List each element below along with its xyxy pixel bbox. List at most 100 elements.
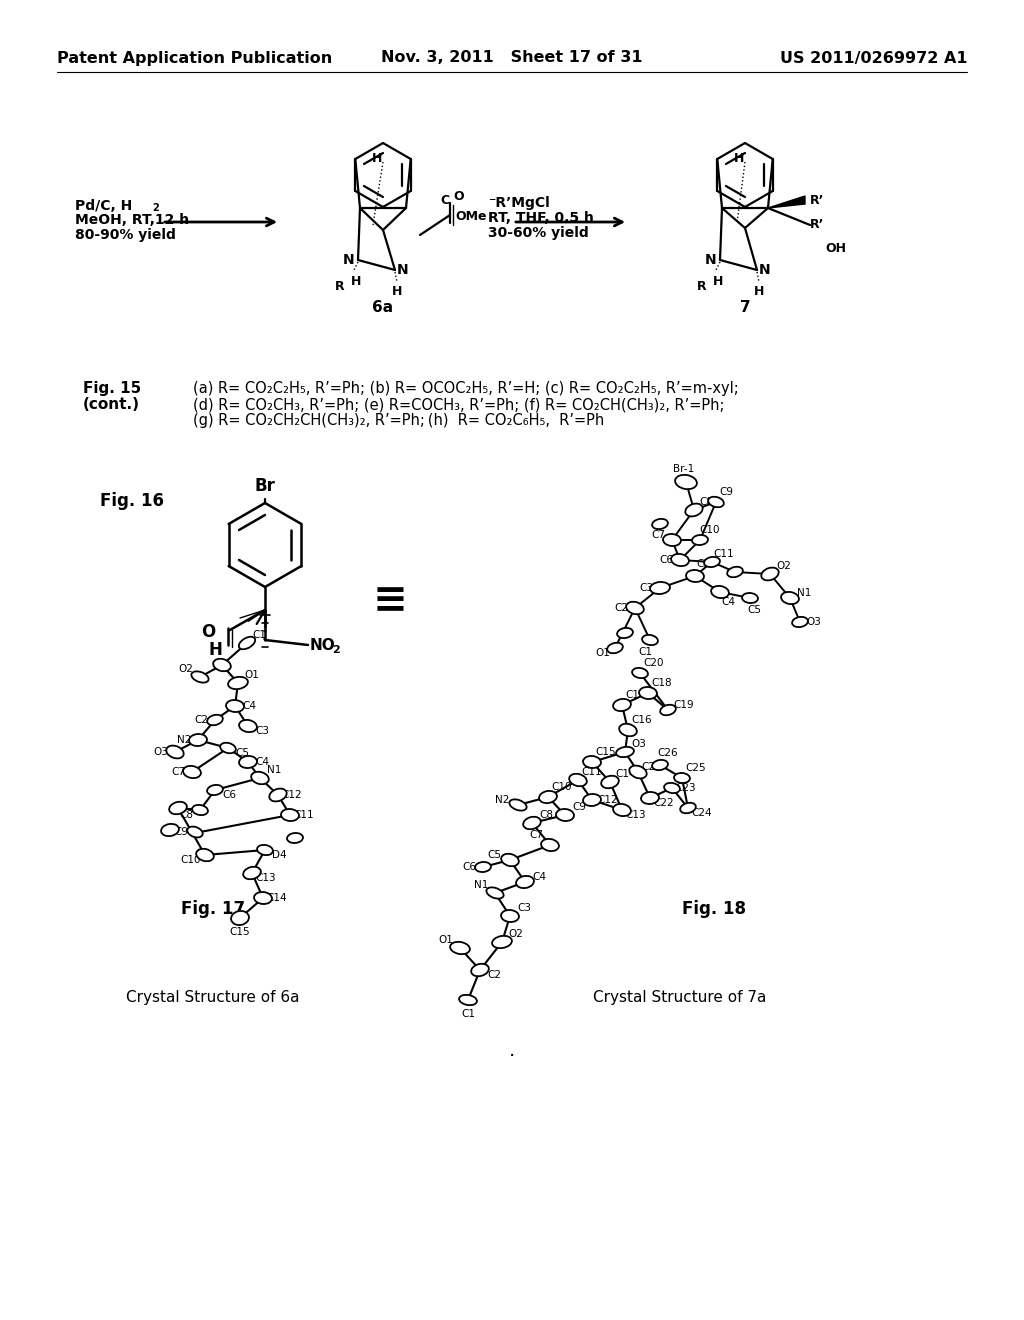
Ellipse shape [161, 824, 179, 836]
Ellipse shape [523, 817, 541, 829]
Text: N2: N2 [495, 795, 509, 805]
Text: (d) R= CO₂CH₃, R’=Ph; (e) R=COCH₃, R’=Ph; (f) R= CO₂CH(CH₃)₂, R’=Ph;: (d) R= CO₂CH₃, R’=Ph; (e) R=COCH₃, R’=Ph… [193, 397, 725, 412]
Ellipse shape [711, 586, 729, 598]
Text: O: O [453, 190, 464, 203]
Text: N1: N1 [797, 587, 811, 598]
Text: C4: C4 [242, 701, 256, 711]
Text: C21: C21 [642, 762, 663, 772]
Text: H: H [351, 275, 361, 288]
Text: C7: C7 [651, 531, 665, 540]
Text: C19: C19 [674, 700, 694, 710]
Text: 2: 2 [152, 203, 159, 213]
Text: Nov. 3, 2011   Sheet 17 of 31: Nov. 3, 2011 Sheet 17 of 31 [381, 50, 643, 66]
Ellipse shape [632, 668, 648, 678]
Ellipse shape [665, 783, 680, 793]
Text: D4: D4 [271, 850, 287, 861]
Ellipse shape [630, 766, 647, 779]
Ellipse shape [166, 746, 183, 759]
Text: 30-60% yield: 30-60% yield [488, 226, 589, 240]
Text: N1: N1 [267, 766, 282, 775]
Text: H: H [392, 285, 402, 298]
Ellipse shape [475, 862, 490, 873]
Ellipse shape [451, 942, 470, 954]
Ellipse shape [239, 636, 255, 649]
Text: C6: C6 [462, 862, 476, 873]
Text: OMe: OMe [455, 210, 486, 223]
Ellipse shape [193, 805, 208, 816]
Ellipse shape [213, 659, 230, 672]
Text: C5: C5 [696, 558, 710, 569]
Text: H: H [734, 152, 744, 165]
Text: C2: C2 [487, 970, 501, 979]
Ellipse shape [663, 535, 681, 546]
Text: R: R [335, 280, 345, 293]
Ellipse shape [239, 719, 257, 733]
Text: C5: C5 [487, 850, 501, 861]
Text: R’: R’ [810, 194, 824, 206]
Ellipse shape [705, 557, 720, 568]
Text: RT, THF, 0.5 h: RT, THF, 0.5 h [488, 211, 594, 224]
Ellipse shape [675, 475, 697, 490]
Text: Fig. 16: Fig. 16 [100, 492, 164, 510]
Ellipse shape [727, 566, 742, 577]
Ellipse shape [613, 698, 631, 711]
Text: C2: C2 [614, 603, 628, 612]
Ellipse shape [613, 804, 631, 816]
Text: C1: C1 [252, 630, 266, 640]
Text: C15: C15 [596, 747, 616, 756]
Ellipse shape [583, 756, 601, 768]
Text: O: O [201, 623, 215, 642]
Ellipse shape [641, 792, 659, 804]
Ellipse shape [569, 774, 587, 787]
Text: NO: NO [310, 638, 336, 652]
Ellipse shape [556, 809, 574, 821]
Text: C8: C8 [699, 498, 713, 507]
Text: C12: C12 [282, 789, 302, 800]
Ellipse shape [189, 734, 207, 746]
Text: C12: C12 [598, 795, 618, 805]
Ellipse shape [616, 747, 634, 758]
Ellipse shape [287, 833, 303, 843]
Text: N: N [342, 253, 354, 267]
Ellipse shape [228, 677, 248, 689]
Text: C10: C10 [699, 525, 720, 535]
Text: C18: C18 [651, 678, 673, 688]
Text: C3: C3 [255, 726, 269, 737]
Ellipse shape [601, 776, 618, 788]
Ellipse shape [642, 635, 658, 645]
Text: N: N [397, 263, 409, 277]
Ellipse shape [539, 791, 557, 803]
Text: C9: C9 [572, 803, 586, 812]
Ellipse shape [761, 568, 778, 581]
Text: C11: C11 [714, 549, 734, 558]
Text: C4: C4 [255, 756, 269, 767]
Text: C8: C8 [179, 810, 193, 820]
Text: C2: C2 [194, 715, 208, 725]
Text: R: R [697, 280, 707, 293]
Ellipse shape [501, 854, 519, 866]
Text: Br-1: Br-1 [674, 465, 694, 474]
Ellipse shape [541, 840, 559, 851]
Ellipse shape [254, 892, 272, 904]
Text: C22: C22 [653, 799, 675, 808]
Text: C24: C24 [691, 808, 713, 818]
Text: C14: C14 [615, 770, 636, 779]
Ellipse shape [685, 503, 702, 516]
Ellipse shape [516, 876, 534, 888]
Text: N1: N1 [474, 880, 488, 890]
Ellipse shape [626, 602, 644, 614]
Text: C15: C15 [229, 927, 250, 937]
Text: O1: O1 [596, 648, 610, 657]
Ellipse shape [650, 582, 670, 594]
Text: C5: C5 [234, 748, 249, 758]
Text: (a) R= CO₂C₂H₅, R’=Ph; (b) R= OCOC₂H₅, R’=H; (c) R= CO₂C₂H₅, R’=m-xyl;: (a) R= CO₂C₂H₅, R’=Ph; (b) R= OCOC₂H₅, R… [193, 381, 738, 396]
Ellipse shape [281, 809, 299, 821]
Text: C13: C13 [626, 810, 646, 820]
Text: C6: C6 [222, 789, 236, 800]
Ellipse shape [187, 826, 203, 837]
Ellipse shape [793, 616, 808, 627]
Text: C25: C25 [686, 763, 707, 774]
Text: O3: O3 [632, 739, 646, 748]
Ellipse shape [674, 774, 690, 783]
Text: C5: C5 [746, 605, 761, 615]
